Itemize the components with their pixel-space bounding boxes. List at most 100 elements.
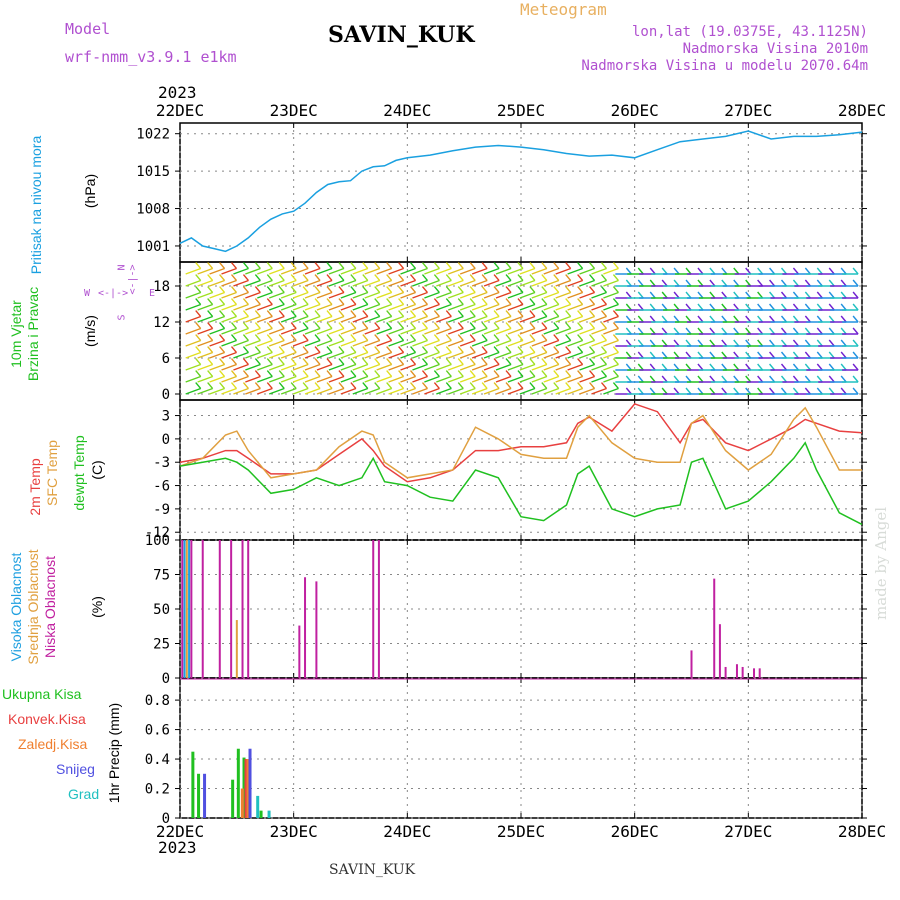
wind-barb-flag	[612, 346, 619, 353]
wind-barb-flag	[517, 274, 524, 281]
wind-barb-flag	[493, 370, 500, 377]
wind-barb	[591, 303, 607, 311]
temp-tick-label: -12	[145, 525, 170, 541]
precip-tick-label: 0.4	[145, 752, 170, 768]
wind-barb	[197, 363, 213, 371]
wind-barb	[376, 327, 392, 335]
wind-barb-flag	[685, 327, 692, 335]
wind-barb-flag	[780, 279, 788, 287]
wind-barb	[304, 303, 321, 311]
wind-barb-flag	[589, 310, 596, 317]
wind-barb	[424, 315, 440, 323]
wind-barb-flag	[769, 363, 776, 371]
wind-barb-flag	[612, 286, 619, 293]
wind-barb-flag	[242, 298, 249, 305]
wind-barb	[459, 267, 476, 275]
wind-barb-flag	[219, 346, 226, 353]
wind-barb	[519, 291, 536, 299]
wind-barb	[376, 375, 392, 383]
wind-barb-flag	[828, 375, 835, 383]
wind-barb-flag	[386, 286, 393, 293]
wind-barb	[257, 327, 273, 335]
wind-barb	[519, 303, 536, 311]
wind-barb	[185, 291, 201, 299]
wind-barb-flag	[493, 274, 500, 281]
wind-barb	[209, 279, 225, 287]
wind-barb-flag	[457, 310, 464, 317]
wind-barb-flag	[804, 351, 811, 359]
wind-barb	[316, 315, 333, 323]
precip-tick-label: 0.8	[145, 693, 170, 709]
wind-barb	[507, 327, 524, 335]
wind-barb-flag	[242, 286, 249, 293]
wind-barb	[292, 387, 309, 395]
wind-barb	[364, 291, 380, 299]
model-version: wrf-nmm_v3.9.1 e1km	[65, 48, 237, 66]
wind-barb-flag	[290, 286, 297, 293]
wind-barb-flag	[338, 346, 345, 353]
wind-barb-flag	[792, 327, 799, 335]
wind-barb-flag	[350, 262, 357, 269]
wind-barb-flag	[230, 298, 238, 305]
wind-barb	[352, 291, 369, 299]
wind-barb	[567, 363, 583, 371]
wind-barb	[352, 351, 369, 359]
wind-barb-flag	[816, 363, 823, 371]
wind-barb-flag	[780, 339, 788, 347]
pressure-tick-label: 1008	[136, 202, 170, 218]
wind-barb-flag	[326, 274, 333, 281]
wind-barb-flag	[433, 274, 440, 281]
wind-barb-flag	[242, 274, 249, 281]
wind-barb	[388, 339, 404, 347]
wind-barb	[495, 279, 512, 287]
wind-barb-flag	[673, 387, 680, 395]
wind-barb	[531, 327, 548, 335]
wind-barb	[257, 279, 273, 287]
wind-barb	[412, 291, 428, 299]
wind-barb	[412, 303, 428, 311]
wind-barb	[388, 375, 404, 383]
wind-barb	[579, 291, 595, 299]
precip-bar	[236, 748, 240, 818]
wind-barb-flag	[600, 358, 608, 365]
wind-barb-flag	[302, 286, 309, 293]
wind-barb-flag	[577, 382, 584, 389]
wind-barb	[448, 339, 464, 347]
wind-barb-flag	[254, 310, 261, 317]
wind-barb-flag	[637, 387, 644, 395]
wind-barb	[352, 315, 369, 323]
wind-barb-flag	[207, 346, 214, 353]
wind-barb-flag	[649, 327, 656, 335]
wind-barb-flag	[852, 267, 859, 275]
wind-barb-flag	[780, 315, 788, 323]
wind-barb	[328, 291, 345, 299]
wind-barb-flag	[302, 298, 309, 305]
wind-barb-flag	[697, 279, 704, 287]
wind-barb	[304, 315, 321, 323]
wind-barb	[257, 315, 273, 323]
wind-barb-flag	[600, 286, 608, 293]
wind-barb	[304, 291, 321, 299]
wind-barb	[531, 375, 548, 383]
wind-barb	[495, 375, 512, 383]
wind-barb-flag	[230, 286, 238, 293]
wind-barb-flag	[266, 310, 273, 317]
wind-barb-flag	[697, 327, 704, 335]
wind-barb-flag	[625, 339, 632, 347]
wind-barb	[483, 351, 500, 359]
wind-barb	[340, 387, 357, 395]
wind-barb-flag	[374, 274, 381, 281]
wind-barb-flag	[374, 298, 381, 305]
wind-barb-flag	[266, 358, 273, 365]
wind-barb-flag	[673, 351, 680, 359]
wind-barb	[352, 363, 369, 371]
wind-barb-flag	[649, 375, 656, 383]
wind-barb	[316, 267, 333, 275]
wind-barb-flag	[541, 286, 548, 293]
wind-barb-flag	[493, 346, 500, 353]
wind-barb-flag	[350, 358, 357, 365]
wind-barb-flag	[278, 274, 285, 281]
wind-barb-flag	[445, 370, 452, 377]
wind-barb	[519, 327, 536, 335]
wind-barb-flag	[445, 346, 452, 353]
